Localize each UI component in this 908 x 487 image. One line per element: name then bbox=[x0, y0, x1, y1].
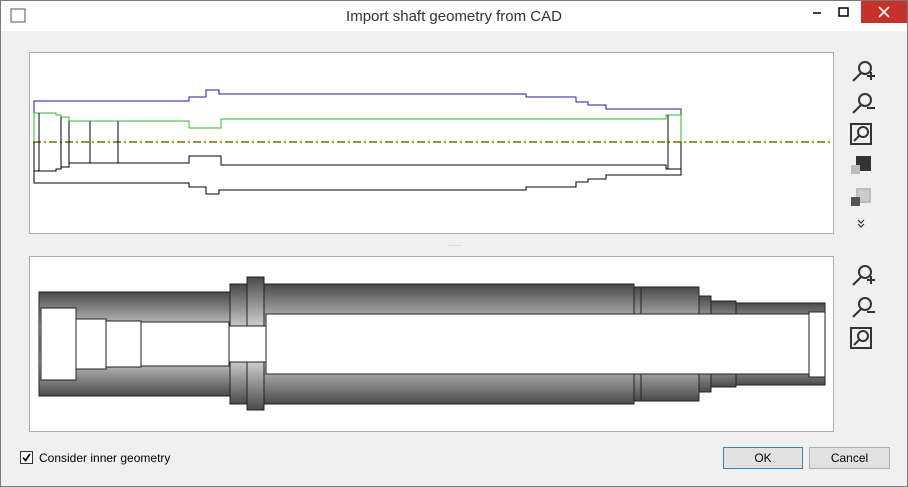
window-title: Import shaft geometry from CAD bbox=[346, 8, 562, 25]
contour-panel bbox=[29, 52, 834, 234]
view-2[interactable] bbox=[851, 188, 871, 206]
step-lines bbox=[38, 113, 669, 171]
check-glyph bbox=[22, 453, 31, 462]
zoom-in-2[interactable] bbox=[852, 265, 875, 286]
app-icon bbox=[10, 8, 26, 23]
check-mark bbox=[22, 453, 31, 462]
more[interactable] bbox=[857, 219, 865, 228]
view-1[interactable] bbox=[851, 156, 871, 174]
inner-contour bbox=[33, 112, 682, 142]
toolbar bbox=[850, 61, 875, 349]
zoom-out-2[interactable] bbox=[852, 297, 875, 318]
inner-contour-mirror bbox=[33, 142, 682, 172]
checkbox[interactable] bbox=[20, 451, 33, 464]
title-bar: Import shaft geometry from CAD bbox=[1, 1, 907, 31]
close-glyph bbox=[878, 6, 890, 18]
splitter[interactable]: ...... bbox=[448, 239, 461, 248]
checkbox-label[interactable]: Consider inner geometry bbox=[39, 451, 171, 465]
maximize[interactable] bbox=[838, 7, 849, 17]
cancel-button[interactable]: Cancel bbox=[809, 447, 890, 469]
zoom-fit[interactable] bbox=[850, 123, 872, 145]
outer-contour-mirror bbox=[33, 165, 682, 195]
zoom-fit-2[interactable] bbox=[850, 327, 872, 349]
ok-button[interactable]: OK bbox=[723, 447, 803, 469]
shaft-bore bbox=[40, 307, 826, 381]
zoom-out[interactable] bbox=[852, 93, 875, 114]
outer-contour bbox=[33, 89, 682, 119]
zoom-in[interactable] bbox=[852, 61, 875, 82]
